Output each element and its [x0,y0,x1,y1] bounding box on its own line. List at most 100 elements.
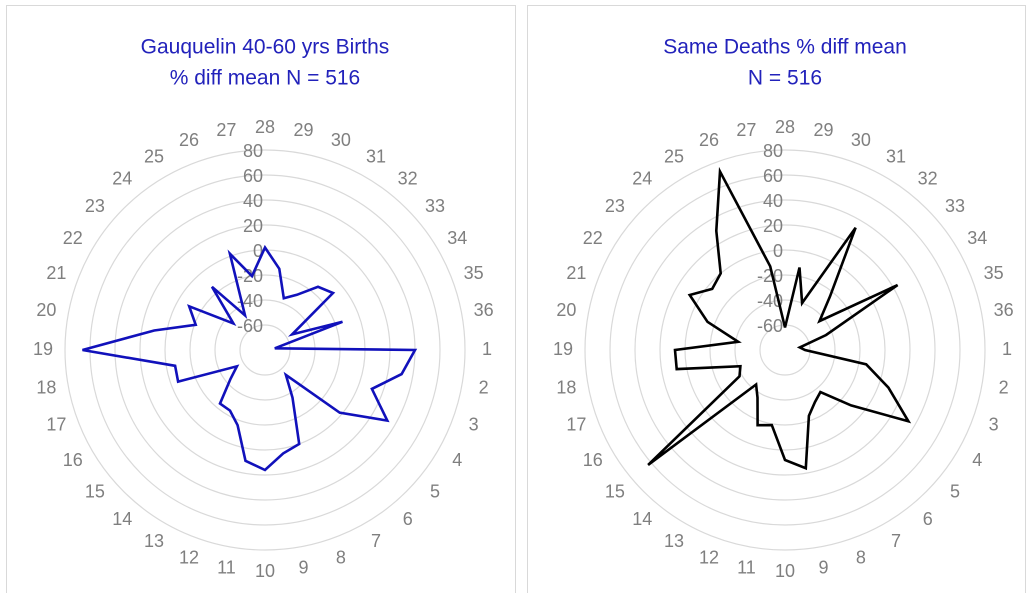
category-label: 11 [737,557,756,577]
category-label: 24 [632,169,652,189]
category-label: 33 [425,196,445,216]
category-label: 10 [775,561,795,581]
r-tick-label: 60 [763,166,783,186]
category-label: 4 [452,450,462,470]
r-tick-label: 20 [763,216,783,236]
category-label: 17 [46,415,66,435]
category-label: 19 [553,339,573,359]
grid-ring [634,199,936,501]
r-tick-label: -20 [757,266,783,286]
category-label: 16 [583,450,603,470]
category-label: 35 [464,263,484,283]
category-label: 29 [814,120,834,140]
category-label: 13 [664,531,684,551]
chart-title: % diff mean N = 516 [170,67,360,90]
r-tick-label: 80 [243,141,263,161]
category-label: 21 [46,263,66,283]
category-label: 1 [482,339,492,359]
category-label: 26 [699,130,719,150]
category-label: 27 [736,120,756,140]
category-label: 11 [217,557,236,577]
panel-border [6,5,516,598]
category-label: 9 [819,557,829,577]
category-label: 34 [447,228,467,248]
category-label: 5 [950,481,960,501]
category-label: 14 [632,509,652,529]
category-label: 2 [479,377,489,397]
category-label: 22 [583,228,603,248]
category-label: 14 [112,509,132,529]
category-label: 31 [886,146,906,166]
category-label: 23 [85,196,105,216]
r-tick-label: 60 [243,166,263,186]
category-label: 3 [469,415,479,435]
category-label: 12 [699,547,719,567]
grid-ring [239,324,291,376]
category-label: 21 [566,263,586,283]
grid-ring [64,149,466,551]
category-label: 28 [775,117,795,137]
category-label: 18 [36,377,56,397]
category-label: 19 [33,339,53,359]
category-label: 26 [179,130,199,150]
category-label: 23 [605,196,625,216]
r-tick-label: -60 [757,316,783,336]
category-label: 25 [664,146,684,166]
category-label: 30 [331,130,351,150]
category-label: 29 [294,120,314,140]
r-tick-label: 0 [253,241,263,261]
category-label: 13 [144,531,164,551]
grid-ring [684,249,886,451]
category-label: 24 [112,169,132,189]
grid-ring [709,274,861,426]
category-label: 7 [371,531,381,551]
category-label: 9 [299,557,309,577]
series-line [647,166,912,471]
r-tick-label: 80 [763,141,783,161]
category-label: 10 [255,561,275,581]
category-label: 36 [474,300,494,320]
category-label: 27 [216,120,236,140]
category-label: 15 [605,481,625,501]
r-tick-label: -60 [237,316,263,336]
category-label: 17 [566,415,586,435]
category-label: 6 [923,509,933,529]
category-label: 31 [366,146,386,166]
category-label: 22 [63,228,83,248]
category-label: 6 [403,509,413,529]
category-label: 28 [255,117,275,137]
series-line [82,244,418,472]
category-label: 3 [989,415,999,435]
r-tick-label: 20 [243,216,263,236]
grid-ring [609,174,961,526]
category-label: 25 [144,146,164,166]
panel-border [527,5,1026,598]
r-tick-label: 40 [243,191,263,211]
grid-ring [734,299,836,401]
category-label: 8 [856,547,866,567]
grid-ring [584,149,986,551]
category-label: 32 [918,169,938,189]
r-tick-label: 40 [763,191,783,211]
chart-title: Gauquelin 40-60 yrs Births [141,36,390,59]
category-label: 5 [430,481,440,501]
category-label: 15 [85,481,105,501]
category-label: 1 [1002,339,1012,359]
category-label: 16 [63,450,83,470]
category-label: 18 [556,377,576,397]
category-label: 20 [556,300,576,320]
category-label: 32 [398,169,418,189]
grid-ring [659,224,911,476]
category-label: 12 [179,547,199,567]
chart-title: Same Deaths % diff mean [663,36,907,59]
category-label: 2 [999,377,1009,397]
r-tick-label: 0 [773,241,783,261]
category-label: 34 [967,228,987,248]
category-label: 8 [336,547,346,567]
category-label: 20 [36,300,56,320]
category-label: 33 [945,196,965,216]
category-label: 30 [851,130,871,150]
category-label: 35 [984,263,1004,283]
